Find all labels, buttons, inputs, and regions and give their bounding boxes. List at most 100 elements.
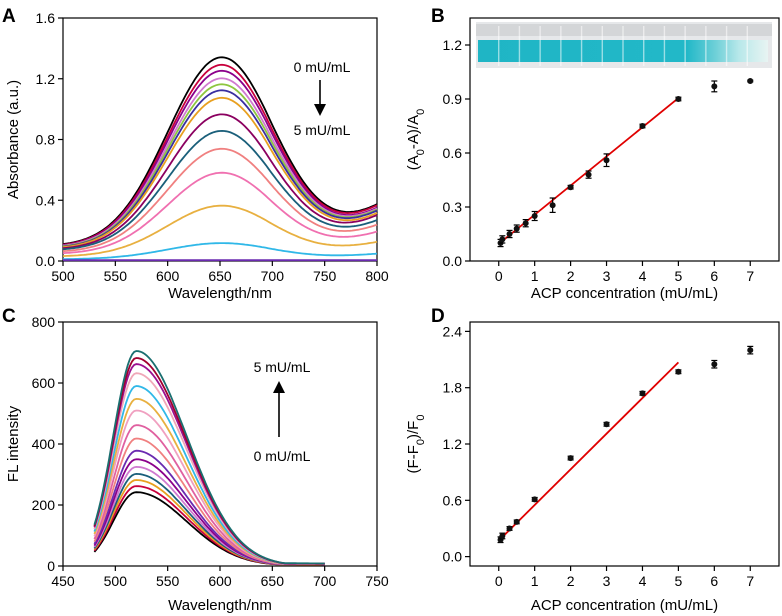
y-tick-label: 0 [47, 558, 55, 574]
panel-letter: A [2, 6, 16, 27]
x-tick-label: 750 [313, 268, 337, 284]
data-marker [531, 213, 538, 219]
data-point [603, 421, 610, 428]
spectrum-line [62, 171, 378, 255]
x-tick-label: 800 [365, 268, 389, 284]
data-marker [549, 202, 556, 209]
spectrum-line [62, 129, 378, 251]
spectrum-line [62, 204, 378, 257]
x-tick-label: 2 [567, 268, 575, 284]
x-axis-label: Wavelength/nm [168, 285, 272, 302]
y-tick-label: 0.0 [443, 253, 463, 269]
data-point [567, 455, 574, 462]
panel-letter: B [431, 6, 445, 27]
x-tick-label: 0 [495, 573, 503, 589]
y-axis-label: FL intensity [5, 405, 22, 482]
data-marker [747, 347, 754, 354]
y-tick-label: 0.6 [443, 145, 463, 161]
spectrum-line [62, 147, 378, 253]
y-tick-label: 1.6 [36, 10, 56, 26]
data-marker [531, 496, 538, 503]
annotation-bottom: 5 mU/mL [294, 122, 351, 138]
panel-d: 0 1 2 3 4 5 6 7 0.0 0.6 1.2 1.8 2.4D ACP concentratio… [405, 306, 780, 614]
data-marker [506, 231, 513, 237]
data-point [567, 184, 574, 191]
y-tick-label: 2.4 [443, 323, 463, 339]
data-point [711, 80, 718, 93]
x-tick-label: 5 [674, 268, 682, 284]
data-marker [711, 361, 718, 368]
x-tick-label: 650 [208, 268, 232, 284]
y-tick-label: 1.2 [36, 71, 56, 87]
data-marker [567, 455, 574, 462]
y-tick-label: 0.4 [36, 192, 56, 208]
y-tick-label: 800 [32, 314, 56, 330]
data-marker [499, 236, 506, 243]
panel-letter: C [2, 306, 16, 327]
y-tick-label: 1.8 [443, 380, 463, 396]
x-tick-label: 550 [156, 573, 180, 589]
fit-line [498, 361, 680, 542]
data-marker [675, 96, 682, 102]
plot-frame-d [469, 321, 780, 567]
data-point [675, 368, 682, 375]
spectrum-line [62, 83, 378, 247]
data-marker [506, 525, 513, 532]
data-marker [711, 83, 718, 90]
y-tick-label: 0.9 [443, 91, 463, 107]
x-tick-label: 2 [567, 573, 575, 589]
data-marker [639, 123, 646, 129]
data-point [513, 518, 520, 525]
x-tick-label: 450 [51, 573, 75, 589]
y-tick-label: 1.2 [443, 37, 463, 53]
data-marker [499, 532, 506, 539]
x-tick-label: 600 [208, 573, 232, 589]
spectrum-line [93, 465, 325, 566]
annotation-top: 0 mU/mL [294, 59, 351, 75]
x-tick-label: 550 [104, 268, 128, 284]
data-point [639, 123, 646, 129]
data-marker [513, 225, 520, 232]
y-tick-label: 0.0 [443, 549, 463, 565]
data-marker [675, 368, 682, 375]
y-axis-label: (A0-A)/A0 [405, 109, 427, 170]
data-point [675, 96, 682, 102]
x-tick-label: 1 [531, 573, 539, 589]
data-point [522, 219, 529, 228]
spectrum-line [62, 77, 378, 247]
x-tick-label: 700 [313, 573, 337, 589]
spectrum-line [62, 69, 378, 246]
data-point [603, 153, 610, 168]
plot-frame-b [469, 17, 780, 262]
data-point [747, 78, 754, 84]
vial-photo-inset [476, 22, 772, 68]
x-tick-label: 4 [639, 268, 647, 284]
arrow-down-icon [314, 104, 326, 116]
x-tick-label: 1 [531, 268, 539, 284]
y-tick-label: 600 [32, 375, 56, 391]
data-point [747, 345, 754, 355]
data-marker [585, 171, 592, 178]
data-point [531, 496, 538, 503]
data-point [513, 224, 520, 233]
x-axis-label: ACP concentration (mU/mL) [531, 285, 718, 302]
data-marker [639, 390, 646, 397]
data-marker [603, 421, 610, 428]
data-marker [567, 184, 574, 191]
spectrum-line [62, 96, 378, 249]
data-marker [747, 78, 754, 84]
panel-letter: D [431, 306, 445, 327]
x-tick-label: 500 [51, 268, 75, 284]
x-axis-label: Wavelength/nm [168, 597, 272, 614]
x-tick-label: 6 [710, 573, 718, 589]
y-tick-label: 0.6 [443, 492, 463, 508]
x-tick-label: 700 [261, 268, 285, 284]
x-tick-label: 3 [603, 573, 611, 589]
arrow-up-icon [273, 381, 285, 393]
data-marker [522, 220, 529, 227]
data-point [531, 210, 538, 222]
y-tick-label: 0.0 [36, 253, 56, 269]
spectrum-line [62, 56, 378, 245]
spectrum-line [63, 242, 378, 260]
